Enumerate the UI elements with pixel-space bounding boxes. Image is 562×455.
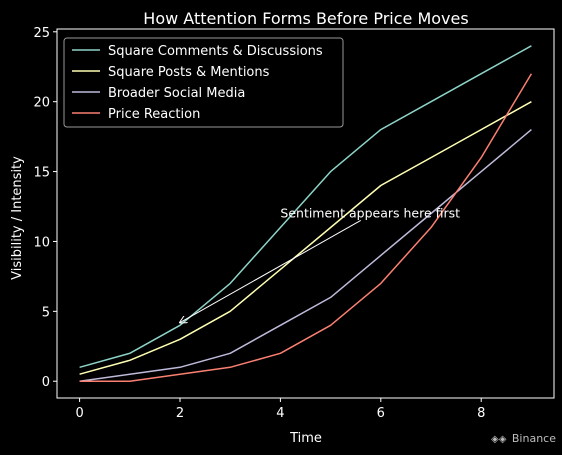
series-line-3 — [79, 73, 533, 382]
y-tick-label: 25 — [33, 26, 50, 41]
x-tick-label: 8 — [477, 406, 485, 421]
chart-title: How Attention Forms Before Price Moves — [143, 9, 468, 28]
x-tick-label: 2 — [176, 406, 184, 421]
y-tick-label: 5 — [42, 305, 50, 320]
legend-label-3: Price Reaction — [108, 107, 200, 122]
watermark-text: Binance — [511, 432, 556, 445]
annotation-text: Sentiment appears here first — [280, 206, 460, 221]
y-axis-label: Visibility / Intensity — [10, 156, 25, 280]
legend-label-1: Square Posts & Mentions — [108, 65, 270, 80]
legend-box — [63, 37, 344, 128]
binance-logo-icon: ◈◈ — [491, 434, 507, 445]
x-tick-label: 6 — [377, 406, 385, 421]
x-tick-label: 4 — [276, 406, 284, 421]
x-tick-label: 0 — [75, 406, 83, 421]
y-tick-label: 0 — [42, 375, 50, 390]
y-tick-label: 20 — [33, 96, 50, 111]
series-line-1 — [79, 101, 532, 375]
watermark: ◈◈ Binance — [491, 432, 556, 445]
y-tick-label: 10 — [33, 235, 50, 250]
plot-frame — [56, 28, 555, 399]
annotation-arrow — [180, 220, 361, 322]
series-line-0 — [79, 45, 532, 369]
legend-label-2: Broader Social Media — [108, 86, 245, 101]
legend-label-0: Square Comments & Discussions — [108, 44, 323, 59]
x-axis-label: Time — [289, 431, 322, 446]
y-tick-label: 15 — [33, 166, 50, 181]
